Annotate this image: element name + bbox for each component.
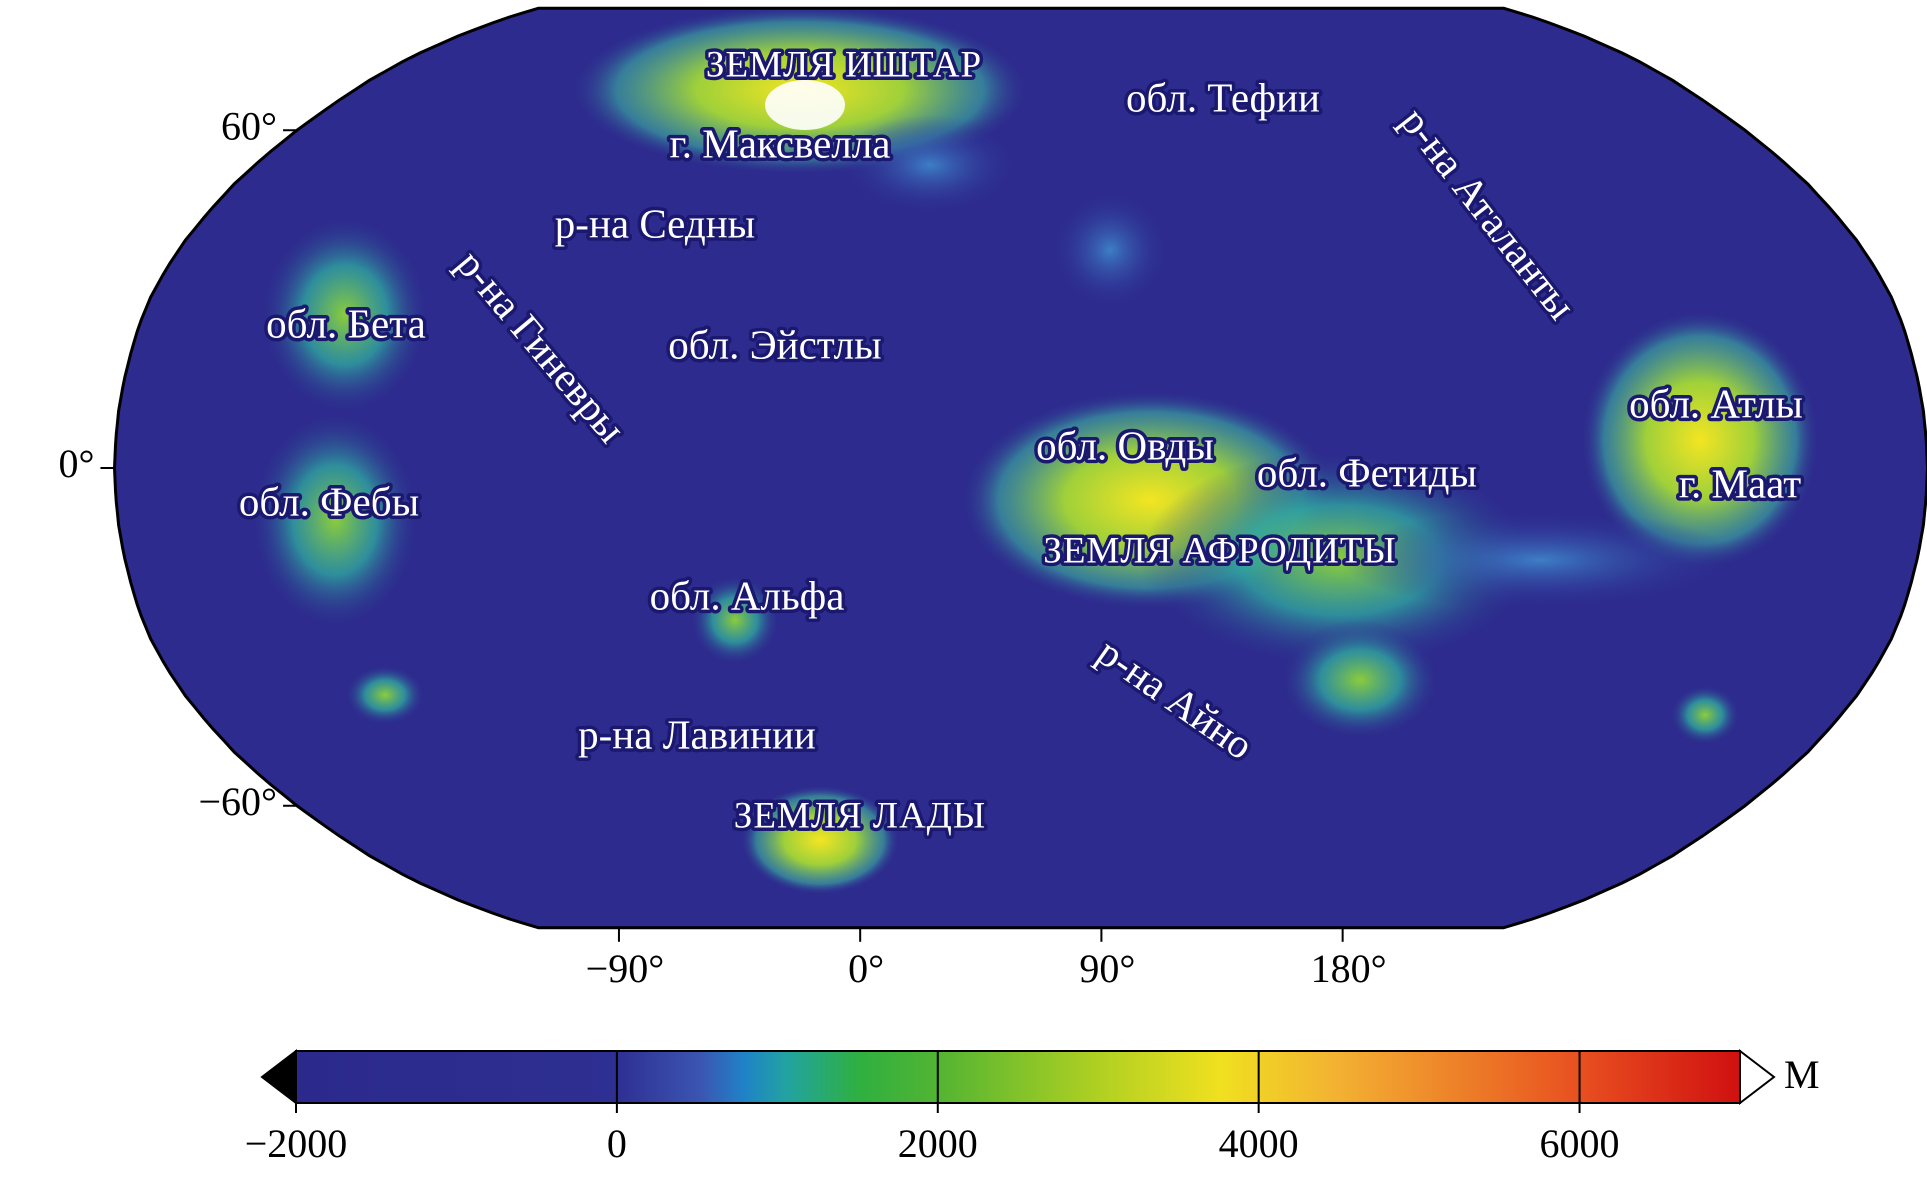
- feature-label: ЗЕМЛЯ ЛАДЫ: [734, 795, 986, 836]
- feature-label: ЗЕМЛЯ ИШТАР: [706, 44, 982, 85]
- highland: [1280, 620, 1440, 740]
- colorbar-tick-label: −2000: [245, 1121, 348, 1166]
- lon-tick-label: 0°: [848, 946, 884, 991]
- feature-label: обл. Бета: [266, 300, 426, 346]
- colorbar-extend-high: [1740, 1051, 1774, 1103]
- feature-label: р-на Седны: [555, 200, 755, 246]
- lon-tick-label: −90°: [586, 946, 665, 991]
- colorbar-tick-label: 2000: [898, 1121, 978, 1166]
- lat-tick-label: −60°: [198, 779, 277, 824]
- feature-label: г. Максвелла: [670, 120, 891, 166]
- lowland: [1340, 510, 1740, 610]
- feature-label: обл. Фебы: [239, 478, 419, 524]
- lat-tick-label: 60°: [221, 103, 277, 148]
- map: ЗЕМЛЯ ИШТАР г. Максвелла обл. Тефии р-на…: [58, 5, 1927, 991]
- feature-label: обл. Тефии: [1126, 74, 1320, 120]
- lon-tick-label: 90°: [1079, 946, 1135, 991]
- highland: [1670, 685, 1740, 745]
- colorbar-extend-low: [262, 1051, 296, 1103]
- colorbar-unit: М: [1784, 1052, 1820, 1097]
- colorbar-tick-label: 0: [607, 1121, 627, 1166]
- highland: [345, 665, 425, 725]
- feature-label: обл. Альфа: [650, 572, 845, 618]
- colorbar: −2000 0 2000 4000 6000 М: [245, 1051, 1820, 1166]
- feature-label: обл. Фетиды: [1257, 449, 1477, 495]
- lat-tick-label: 0°: [58, 441, 94, 486]
- feature-label: ЗЕМЛЯ АФРОДИТЫ: [1043, 530, 1396, 571]
- colorbar-tick-label: 4000: [1219, 1121, 1299, 1166]
- feature-label: г. Маат: [1679, 460, 1801, 506]
- feature-label: обл. Атлы: [1629, 380, 1803, 426]
- lon-tick-label: 180°: [1311, 946, 1387, 991]
- feature-label: обл. Овды: [1036, 422, 1214, 468]
- highland: [1050, 190, 1170, 310]
- feature-label: обл. Эйстлы: [668, 321, 881, 367]
- feature-label: р-на Лавинии: [578, 711, 816, 757]
- colorbar-tick-label: 6000: [1540, 1121, 1620, 1166]
- colorbar-scale: [296, 1051, 1740, 1103]
